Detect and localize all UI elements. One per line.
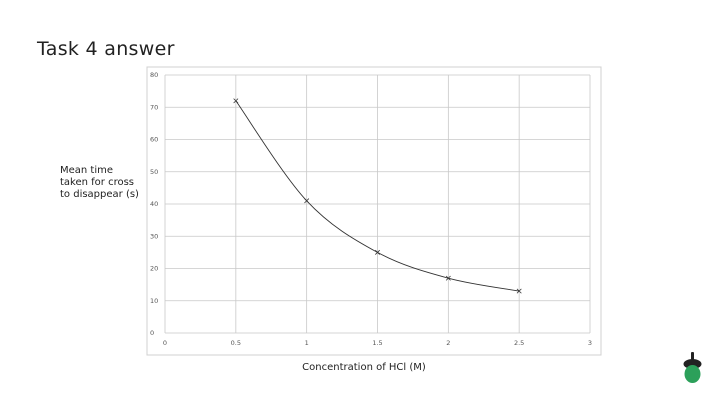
data-point (375, 249, 380, 255)
data-point (304, 198, 310, 204)
data-point (516, 288, 522, 294)
x-tick-label: 0 (163, 339, 167, 347)
data-point (233, 98, 239, 104)
slide-title: Task 4 answer (37, 38, 175, 60)
x-tick-label: 2.5 (514, 339, 524, 347)
y-axis-label: Mean time taken for cross to disappear (… (60, 165, 139, 200)
x-tick-label: 1 (305, 339, 309, 347)
x-tick-label: 0.5 (231, 339, 241, 347)
y-tick-label: 20 (150, 265, 158, 273)
y-tick-label: 10 (150, 297, 158, 305)
logo (683, 352, 702, 383)
x-tick-label: 1.5 (372, 339, 382, 347)
y-tick-label: 60 (150, 136, 158, 144)
y-tick-label: 50 (150, 168, 158, 176)
y-tick-label: 80 (150, 71, 158, 79)
y-tick-label: 30 (150, 232, 158, 240)
data-point (445, 275, 451, 281)
chart-frame (146, 66, 602, 356)
y-tick-label: 70 (150, 103, 158, 111)
x-tick-label: 3 (588, 339, 592, 347)
x-tick-label: 2 (446, 339, 450, 347)
series-line (235, 100, 520, 292)
y-tick-label: 0 (150, 329, 154, 337)
y-tick-label: 40 (150, 200, 158, 208)
x-axis-label: Concentration of HCl (M) (302, 362, 426, 373)
